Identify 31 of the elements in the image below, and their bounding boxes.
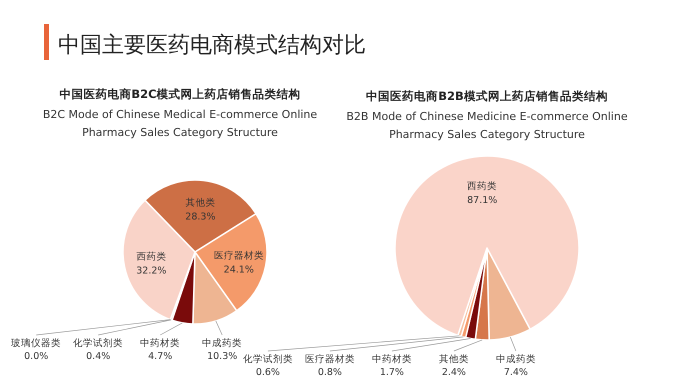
data-label: 2.4% <box>442 367 466 378</box>
chart-subtitle: B2C Mode of Chinese Medical E-commerce Online Pharmacy Sales Category Structure <box>42 108 318 139</box>
data-label: 10.3% <box>207 351 238 362</box>
data-label: 0.8% <box>318 367 342 378</box>
slice-label: 医疗器材类 <box>214 250 264 262</box>
slice-label: 医疗器材类 <box>304 353 355 365</box>
slice-label: 中药材类 <box>372 353 412 365</box>
slice-label: 中药材类 <box>140 337 180 349</box>
slice-label: 西药类 <box>136 250 166 262</box>
chart-subtitle: B2B Mode of Chinese Medicine E-commerce Online Pharmacy Sales Category Structure <box>346 110 628 141</box>
slice-label: 其他类 <box>185 196 216 209</box>
chart-title: 中国医药电商B2C模式网上药店销售品类结构 <box>59 87 301 101</box>
text: 0.0% <box>24 351 48 362</box>
text: 中国主要医药电商模式结构对比 <box>58 33 366 58</box>
data-label: 32.2% <box>136 265 166 276</box>
data-label: 4.7% <box>148 351 172 362</box>
data-label: 28.3% <box>185 212 216 223</box>
category-label: 玻璃仪器类 <box>11 338 62 349</box>
slice-label: 中成药类 <box>202 337 242 349</box>
slice-label: 中成药类 <box>496 353 536 365</box>
data-label: 0.6% <box>256 367 280 378</box>
data-label: 1.7% <box>380 367 404 378</box>
chart-title: 中国医药电商B2B模式网上药店销售品类结构 <box>366 89 608 103</box>
data-label: 7.4% <box>504 367 528 378</box>
slice-label: 西药类 <box>467 180 498 192</box>
data-label: 0.4% <box>86 351 110 362</box>
slice-label: 化学试剂类 <box>73 337 124 349</box>
slice-label: 化学试剂类 <box>242 353 293 365</box>
slice-label: 其他类 <box>438 353 469 365</box>
data-label: 87.1% <box>467 195 498 206</box>
data-label: 24.1% <box>224 264 254 276</box>
